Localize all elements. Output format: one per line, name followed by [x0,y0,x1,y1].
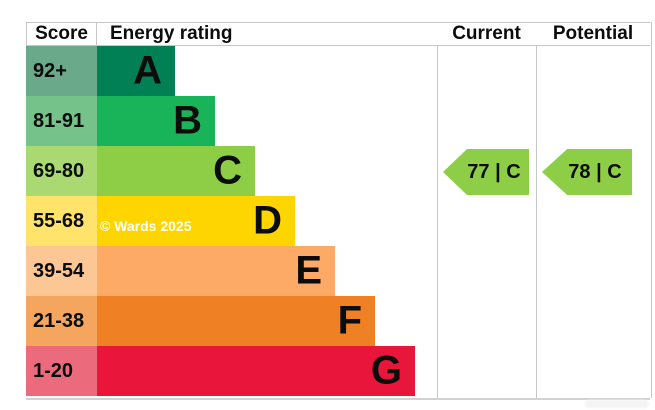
score-range-b: 81-91 [26,96,97,146]
wards-copyright-watermark: © Wards 2025 [100,218,192,234]
header-energy-rating: Energy rating [110,23,233,44]
band-row-f: 21-38 F [26,296,650,346]
band-bar-d: D [97,196,295,246]
score-range-e: 39-54 [26,246,97,296]
band-letter-e: E [295,248,322,293]
header-potential: Potential [552,23,634,44]
score-range-a: 92+ [26,46,97,96]
band-bar-e: E [97,246,335,296]
score-range-c: 69-80 [26,146,97,196]
band-bar-a: A [97,46,175,96]
band-bar-f: F [97,296,375,346]
potential-rating-label: 78 | C [568,160,622,183]
band-rows: 92+ A 81-91 B 69-80 C 55-68 D [26,46,650,396]
band-letter-f: F [337,298,362,343]
band-letter-c: C [213,148,242,193]
faint-watermark [585,400,649,408]
band-letter-g: G [370,348,402,393]
potential-column-border [536,22,652,398]
band-row-d: 55-68 D [26,196,650,246]
potential-rating-arrow: 78 | C [542,149,632,195]
score-range-f: 21-38 [26,296,97,346]
score-range-g: 1-20 [26,346,97,396]
header-score: Score [26,23,97,45]
epc-table: Score Energy rating Current Potential 92… [26,22,652,400]
band-row-a: 92+ A [26,46,650,96]
band-letter-a: A [133,48,162,93]
score-range-d: 55-68 [26,196,97,246]
band-row-g: 1-20 G [26,346,650,396]
table-header-row: Score Energy rating Current Potential [26,22,650,46]
band-row-c: 69-80 C [26,146,650,196]
band-row-e: 39-54 E [26,246,650,296]
band-bar-b: B [97,96,215,146]
band-letter-b: B [173,98,202,143]
band-bar-g: G [97,346,415,396]
band-row-b: 81-91 B [26,96,650,146]
band-bar-c: C [97,146,255,196]
band-letter-d: D [253,198,282,243]
current-column-border [437,22,537,398]
header-current: Current [452,23,521,44]
current-rating-label: 77 | C [467,160,521,183]
